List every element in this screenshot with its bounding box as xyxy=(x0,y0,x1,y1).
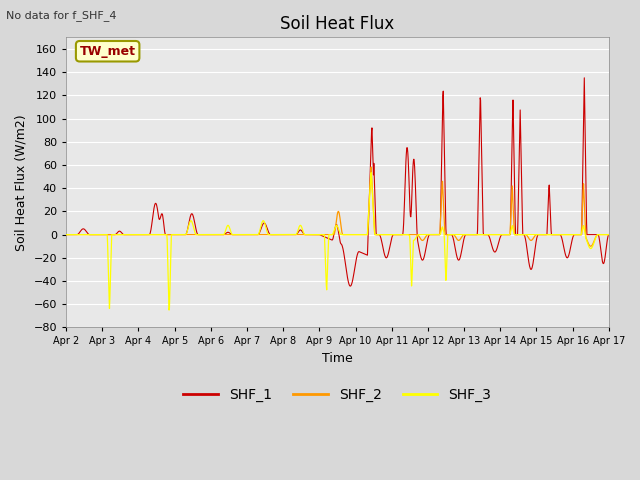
Y-axis label: Soil Heat Flux (W/m2): Soil Heat Flux (W/m2) xyxy=(15,114,28,251)
Text: No data for f_SHF_4: No data for f_SHF_4 xyxy=(6,11,117,22)
Legend: SHF_1, SHF_2, SHF_3: SHF_1, SHF_2, SHF_3 xyxy=(178,382,497,408)
X-axis label: Time: Time xyxy=(322,352,353,365)
Text: TW_met: TW_met xyxy=(79,45,136,58)
Title: Soil Heat Flux: Soil Heat Flux xyxy=(280,15,395,33)
